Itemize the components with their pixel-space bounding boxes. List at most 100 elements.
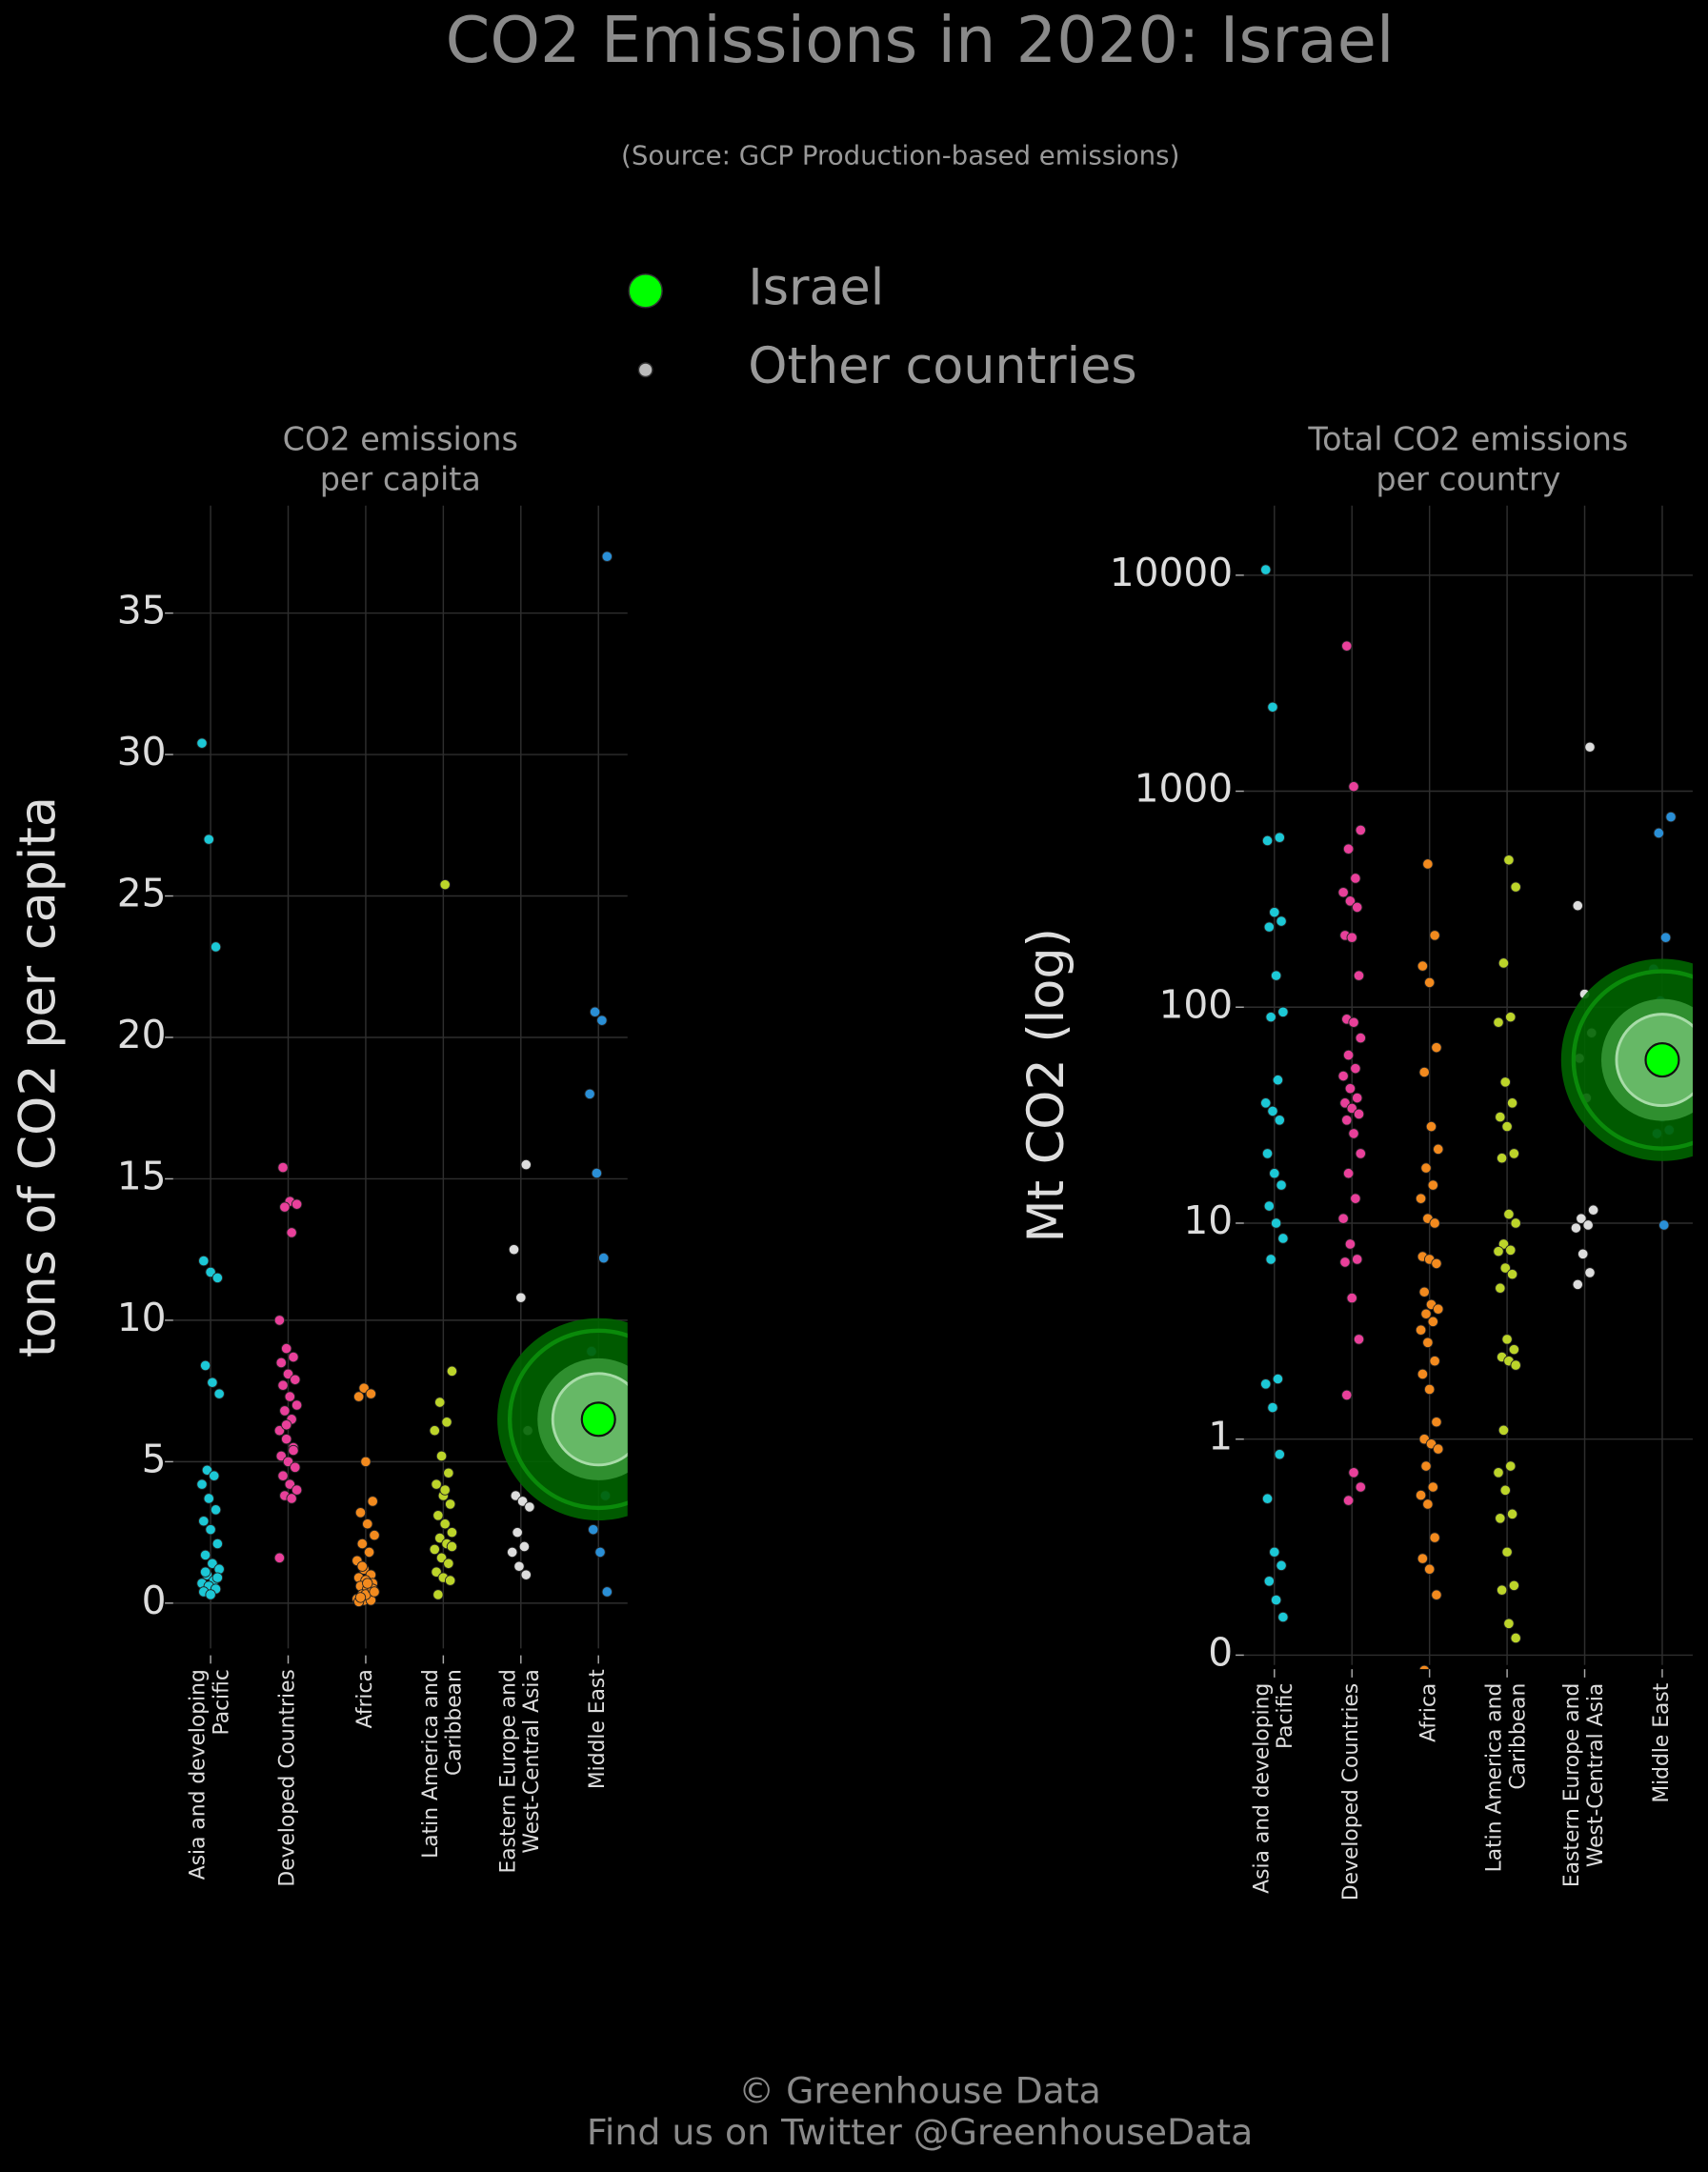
data-point bbox=[1417, 1368, 1429, 1380]
data-point bbox=[1427, 1179, 1438, 1191]
data-point bbox=[354, 1592, 367, 1603]
data-point bbox=[1355, 824, 1367, 836]
highlight-point bbox=[580, 1401, 616, 1438]
y-tick-label: 35 bbox=[117, 588, 167, 634]
x-tick-label: Middle East bbox=[586, 1669, 610, 1789]
data-point bbox=[1584, 1267, 1596, 1278]
x-tick-label-line: Eastern Europe and bbox=[496, 1669, 520, 1873]
data-point bbox=[1427, 1316, 1438, 1328]
data-point bbox=[1496, 1584, 1508, 1596]
data-point bbox=[198, 1516, 210, 1527]
x-tick-label-line: Developed Countries bbox=[1339, 1683, 1363, 1900]
data-point bbox=[429, 1543, 440, 1556]
x-tick-label: Latin America andCaribbean bbox=[1483, 1683, 1531, 1873]
x-tick-label: Latin America andCaribbean bbox=[419, 1669, 467, 1859]
data-point bbox=[1505, 1460, 1517, 1472]
data-point bbox=[1576, 1213, 1587, 1224]
data-point bbox=[1501, 1546, 1513, 1558]
data-point bbox=[360, 1456, 372, 1468]
data-point bbox=[205, 1266, 216, 1278]
y-tick-label: 1000 bbox=[1135, 766, 1234, 812]
data-point bbox=[598, 1252, 610, 1264]
data-point bbox=[205, 1589, 216, 1600]
data-point bbox=[584, 1088, 595, 1100]
data-point bbox=[520, 1569, 532, 1580]
x-tick-label: Eastern Europe andWest-Central Asia bbox=[1560, 1683, 1608, 1887]
data-point bbox=[444, 1575, 456, 1586]
data-point bbox=[1265, 1254, 1276, 1265]
y-tick-label: 10 bbox=[1183, 1197, 1233, 1243]
data-point bbox=[601, 1586, 613, 1598]
y-tick-label: 15 bbox=[117, 1153, 167, 1198]
highlight-halo bbox=[508, 1328, 628, 1511]
data-point bbox=[1344, 1238, 1356, 1250]
x-tick-label: Developed Countries bbox=[1339, 1683, 1363, 1900]
data-point bbox=[275, 1450, 287, 1462]
data-point bbox=[1415, 1193, 1427, 1204]
data-point bbox=[439, 878, 451, 891]
data-point bbox=[1431, 1041, 1442, 1054]
y-tick-label: 10000 bbox=[1110, 550, 1233, 595]
data-point bbox=[356, 1538, 368, 1550]
data-point bbox=[1506, 1268, 1518, 1280]
data-point bbox=[279, 1405, 291, 1417]
chart-title: CO2 emissions per capita bbox=[283, 420, 518, 497]
data-point bbox=[1350, 1062, 1361, 1075]
x-tick-label-line: Developed Countries bbox=[276, 1669, 300, 1886]
data-point bbox=[441, 1417, 452, 1428]
data-point bbox=[1429, 930, 1440, 941]
data-point bbox=[443, 1467, 454, 1478]
data-point bbox=[434, 1532, 446, 1544]
data-point bbox=[431, 1566, 442, 1578]
data-point bbox=[1653, 827, 1664, 839]
x-tick-label-line: Latin America and bbox=[1483, 1683, 1507, 1873]
data-point bbox=[512, 1526, 523, 1538]
data-point bbox=[1350, 873, 1361, 884]
y-tick-label: 0 bbox=[142, 1578, 167, 1623]
data-point bbox=[434, 1397, 446, 1408]
data-point bbox=[1341, 1389, 1353, 1401]
data-point bbox=[1270, 1594, 1282, 1606]
x-tick-label-line: West-Central Asia bbox=[1584, 1683, 1608, 1867]
chart-title-line: per country bbox=[1376, 460, 1560, 497]
x-tick-label-line: Middle East bbox=[1650, 1682, 1674, 1802]
y-tick-label: 25 bbox=[117, 871, 167, 916]
data-point bbox=[196, 737, 208, 749]
data-point bbox=[273, 1552, 286, 1564]
chart-title-line: per capita bbox=[320, 460, 481, 497]
data-point bbox=[1269, 906, 1280, 918]
y-tick-label: 30 bbox=[117, 729, 167, 774]
x-tick-label-line: Latin America and bbox=[419, 1669, 443, 1859]
data-point bbox=[1658, 1219, 1670, 1231]
data-point bbox=[1270, 970, 1282, 981]
data-point bbox=[1261, 1493, 1274, 1504]
page-title: CO2 Emissions in 2020: Israel bbox=[446, 3, 1395, 77]
data-point bbox=[1420, 1460, 1432, 1472]
x-tick-label: Africa bbox=[1417, 1683, 1441, 1742]
data-point bbox=[1353, 1108, 1365, 1120]
x-tick-label: Developed Countries bbox=[276, 1669, 300, 1886]
data-point bbox=[1337, 887, 1349, 898]
data-point bbox=[1495, 1513, 1506, 1524]
x-tick-label: Asia and developingPacific bbox=[1250, 1683, 1297, 1894]
x-tick-label-line: Africa bbox=[1417, 1683, 1441, 1742]
data-point bbox=[1427, 1481, 1438, 1493]
x-tick-label-line: Eastern Europe and bbox=[1560, 1683, 1584, 1887]
x-tick-label-line: Pacific bbox=[1274, 1683, 1297, 1749]
data-point bbox=[1263, 1576, 1276, 1587]
data-point bbox=[281, 1419, 292, 1431]
data-point bbox=[281, 1342, 292, 1355]
data-point bbox=[1260, 1378, 1272, 1390]
y-tick-label: 5 bbox=[142, 1436, 167, 1481]
data-point bbox=[1501, 1120, 1513, 1133]
data-point bbox=[1346, 932, 1357, 943]
data-point bbox=[1353, 1334, 1365, 1345]
data-point bbox=[1420, 1162, 1432, 1174]
data-point bbox=[291, 1198, 303, 1210]
data-point bbox=[1417, 960, 1429, 972]
data-point bbox=[1577, 1248, 1589, 1259]
data-point bbox=[1510, 1359, 1521, 1371]
data-point bbox=[524, 1501, 535, 1513]
legend-marker bbox=[628, 273, 663, 309]
data-point bbox=[1337, 1213, 1349, 1224]
